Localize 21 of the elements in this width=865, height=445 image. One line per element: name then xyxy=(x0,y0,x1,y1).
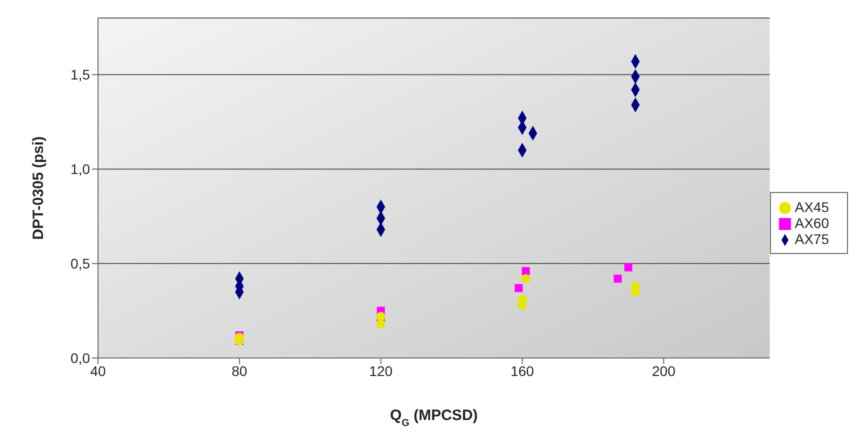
x-tick-label: 120 xyxy=(369,362,393,379)
x-axis-title: Q$_{G}$ (MPCSD) xyxy=(390,407,478,428)
point xyxy=(521,274,530,284)
x-tick-label: 160 xyxy=(510,362,534,379)
point xyxy=(376,319,386,329)
x-tick-label: 80 xyxy=(232,362,248,379)
y-tick-label: 1,0 xyxy=(70,161,90,178)
y-tick-label: 0,0 xyxy=(70,350,90,366)
point xyxy=(624,263,632,272)
legend-label: AX45 xyxy=(794,199,829,215)
point xyxy=(376,312,386,321)
x-tick-label: 200 xyxy=(652,362,676,379)
legend-label: AX75 xyxy=(794,231,829,247)
y-tick-label: 0,5 xyxy=(70,256,90,272)
x-tick-label: 40 xyxy=(90,362,106,379)
y-tick-label: 1,5 xyxy=(70,66,90,83)
y-axis-title: DPT-0305 (psi) xyxy=(30,136,47,240)
point xyxy=(514,284,523,292)
point xyxy=(522,267,530,276)
legend-label: AX60 xyxy=(794,215,829,231)
point xyxy=(614,274,622,283)
